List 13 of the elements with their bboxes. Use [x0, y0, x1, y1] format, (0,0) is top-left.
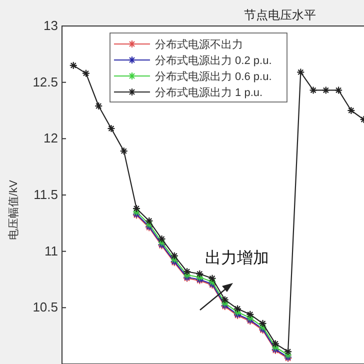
y-tick-label: 12 [44, 130, 58, 146]
y-axis-title: 电压幅值/kV [7, 179, 20, 240]
annotation: 出力增加 [205, 249, 269, 267]
y-tick-label: 11 [44, 243, 58, 258]
y-tick-label: 10.5 [32, 300, 58, 315]
y-tick-label: 12.5 [32, 74, 58, 90]
y-tick-label: 13 [44, 18, 58, 33]
legend-label: 分布式电源出力 0.2 p.u. [155, 54, 272, 67]
legend-label: 分布式电源出力 0.6 p.u. [155, 70, 272, 83]
legend-label: 分布式电源不出力 [155, 38, 243, 51]
chart-title: 节点电压水平 [244, 8, 316, 22]
y-tick-label: 11.5 [34, 187, 58, 202]
legend-label: 分布式电源出力 1 p.u. [155, 86, 263, 99]
